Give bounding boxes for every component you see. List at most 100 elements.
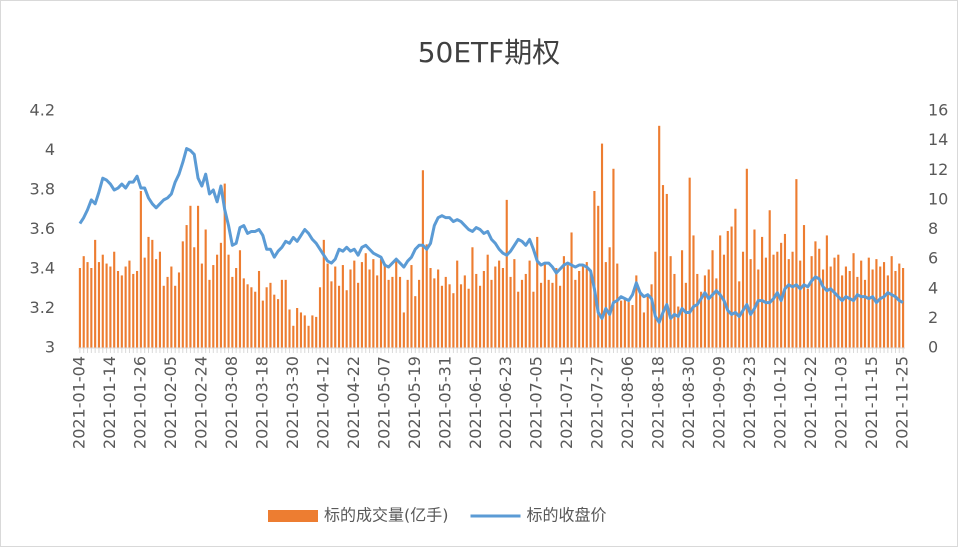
- bar: [151, 239, 154, 348]
- bar: [429, 268, 432, 348]
- y-tick-label: 3: [45, 338, 55, 357]
- x-tick-label: 2021-03-08: [222, 356, 241, 449]
- y-tick-label: 4.2: [30, 101, 55, 120]
- bar: [498, 260, 501, 348]
- bar: [299, 312, 303, 348]
- x-tick-label: 2021-07-27: [588, 356, 607, 449]
- bar: [635, 275, 638, 348]
- bar: [196, 205, 200, 348]
- x-tick-label: 2021-09-09: [710, 356, 729, 449]
- bar: [189, 205, 192, 348]
- bar: [715, 278, 718, 348]
- bar: [353, 260, 356, 348]
- bar: [612, 168, 615, 348]
- bar: [235, 268, 238, 348]
- bar: [231, 276, 234, 348]
- x-tick-label: 2021-07-05: [527, 356, 546, 449]
- x-tick-label: 2021-02-24: [191, 356, 210, 449]
- bar: [158, 251, 162, 348]
- bar: [177, 272, 181, 348]
- bar: [406, 279, 409, 348]
- bar: [395, 260, 398, 348]
- bar: [658, 125, 661, 348]
- bar: [86, 262, 89, 348]
- bar: [166, 276, 169, 348]
- x-tick-label: 2021-01-26: [130, 356, 149, 449]
- bar: [680, 250, 684, 348]
- bar: [589, 272, 592, 348]
- bar: [539, 282, 543, 348]
- bar: [757, 269, 760, 348]
- legend-label: 标的收盘价: [527, 506, 607, 525]
- bar: [753, 229, 756, 348]
- chart-title: 50ETF期权: [418, 36, 561, 69]
- bar: [459, 284, 463, 348]
- bar: [383, 263, 386, 348]
- bar: [364, 253, 367, 348]
- bar: [273, 294, 276, 348]
- legend-swatch: [268, 510, 318, 522]
- bar: [174, 285, 177, 348]
- bar: [898, 263, 901, 348]
- bar: [661, 185, 665, 348]
- bar: [311, 315, 314, 348]
- bar: [337, 285, 341, 348]
- bar: [170, 266, 173, 348]
- bar: [418, 279, 421, 348]
- bar: [810, 256, 813, 348]
- x-tick-label: 2021-05-19: [405, 356, 424, 449]
- x-tick-label: 2021-07-15: [557, 356, 576, 449]
- bar: [185, 225, 188, 348]
- bar: [136, 270, 139, 348]
- x-tick-label: 2021-10-22: [801, 356, 820, 449]
- bar: [288, 309, 291, 348]
- x-tick-label: 2021-03-18: [252, 356, 271, 449]
- bar: [368, 269, 371, 348]
- bar: [246, 284, 249, 348]
- bar: [78, 268, 81, 348]
- bar: [433, 278, 436, 348]
- bar: [410, 265, 413, 348]
- bar: [200, 263, 203, 348]
- bar: [890, 256, 893, 348]
- bar: [505, 199, 508, 348]
- bar: [623, 299, 626, 348]
- bar: [421, 170, 424, 348]
- line: [78, 147, 904, 324]
- bar: [536, 236, 539, 348]
- bar: [707, 269, 710, 348]
- legend-label: 标的成交量(亿手): [324, 506, 449, 525]
- y2-tick-label: 8: [928, 219, 938, 238]
- bar: [482, 270, 485, 348]
- bar: [902, 268, 905, 348]
- bar: [509, 276, 512, 348]
- bar: [844, 266, 847, 348]
- bar: [292, 325, 295, 348]
- y2-tick-label: 2: [928, 308, 938, 327]
- x-tick-label: 2021-04-22: [344, 356, 363, 449]
- bar: [673, 273, 676, 348]
- bar: [528, 260, 531, 348]
- bar: [242, 278, 245, 348]
- bar: [703, 275, 706, 348]
- bar: [795, 179, 798, 348]
- bar: [303, 315, 306, 348]
- bar: [391, 276, 394, 348]
- bar: [833, 257, 836, 348]
- bar: [501, 268, 505, 348]
- bar: [204, 229, 207, 348]
- x-tick-label: 2021-05-31: [435, 356, 454, 449]
- bar: [448, 284, 451, 348]
- bar: [692, 235, 695, 348]
- bar: [863, 279, 867, 348]
- bar: [326, 263, 329, 348]
- bar: [414, 296, 417, 348]
- bar: [425, 244, 428, 348]
- bar: [265, 287, 268, 348]
- x-tick-label: 2021-11-15: [862, 356, 881, 449]
- y-tick-label: 3.4: [30, 259, 55, 278]
- bar: [761, 236, 764, 348]
- x-tick-label: 2021-06-10: [466, 356, 485, 449]
- bar: [360, 262, 363, 348]
